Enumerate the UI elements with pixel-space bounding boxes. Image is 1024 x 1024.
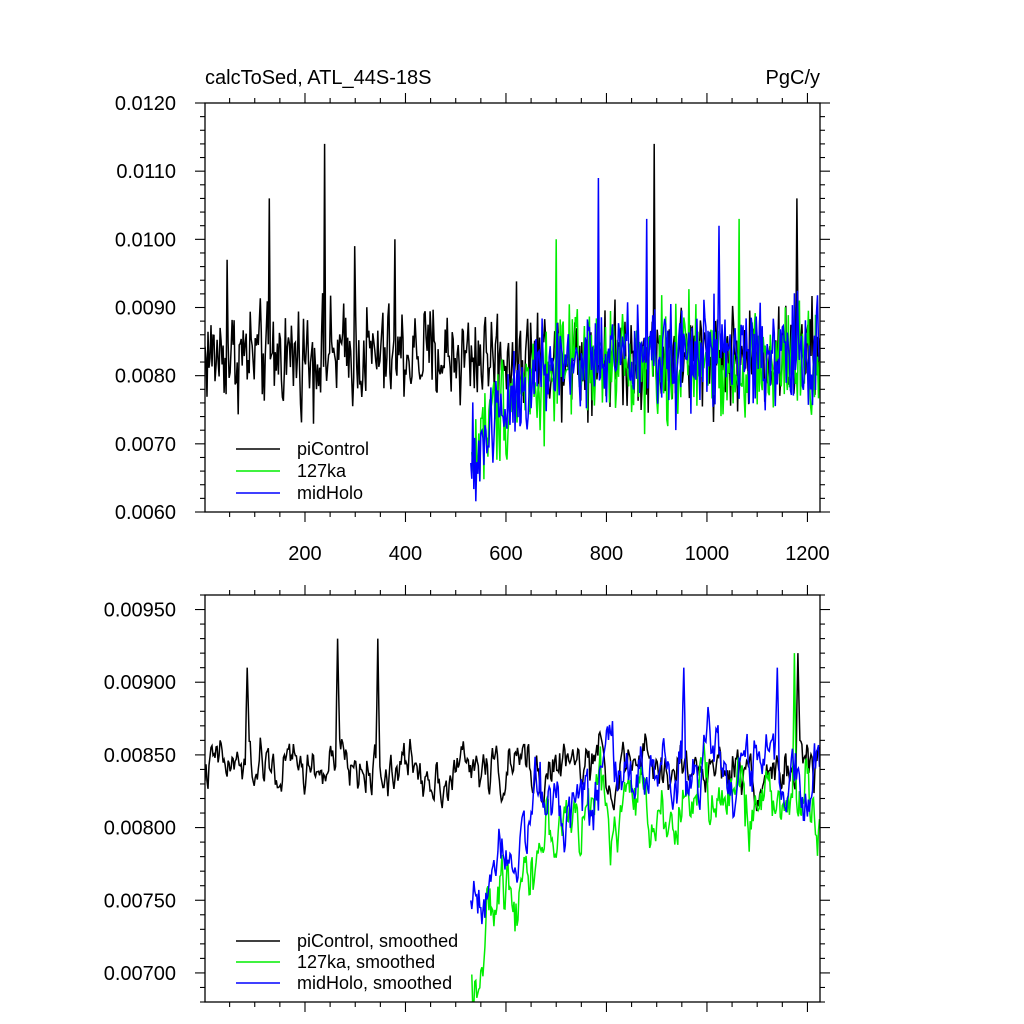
series-line-midholo-smoothed [470,667,820,925]
legend-label: midHolo, smoothed [297,973,452,993]
y-tick-label: 0.00950 [104,600,176,622]
legend-label: 127ka [297,461,347,481]
bottom-panel: 0.00700 0.00750 0.00800 0.00850 0.00900 0.009… [104,585,830,1012]
chart-title: calcToSed, ATL_44S-18S [205,67,431,89]
legend-label: midHolo [297,483,363,503]
series-line-127ka-smoothed [471,653,820,1002]
x-tick-label: 200 [288,543,321,565]
y-tick-label: 0.0120 [115,93,176,115]
y-tick-label: 0.0080 [115,366,176,388]
y-tick-label: 0.00700 [104,963,176,985]
y-tick-label: 0.0100 [115,229,176,251]
legend-label: piControl, smoothed [297,931,458,951]
x-tick-label: 800 [590,543,623,565]
x-tick-label: 600 [489,543,522,565]
y-tick-label: 0.0060 [115,502,176,524]
series-line-midholo [470,177,820,502]
chart-units: PgC/y [766,67,820,89]
series-line-picontrol-smoothed [205,638,820,812]
legend-label: 127ka, smoothed [297,952,435,972]
y-tick-label: 0.0090 [115,298,176,320]
y-tick-label: 0.00850 [104,745,176,767]
top-panel: 200 400 600 800 1000 1200 0.0060 0.0070 0.0080 0.… [115,93,830,565]
legend-label: piControl [297,439,369,459]
x-tick-label: 1000 [685,543,730,565]
y-tick-label: 0.0070 [115,434,176,456]
y-tick-label: 0.00750 [104,890,176,912]
x-tick-label: 1200 [785,543,830,565]
y-tick-label: 0.00900 [104,672,176,694]
y-tick-label: 0.0110 [116,161,176,183]
y-tick-label: 0.00800 [104,818,176,840]
x-tick-label: 400 [389,543,422,565]
